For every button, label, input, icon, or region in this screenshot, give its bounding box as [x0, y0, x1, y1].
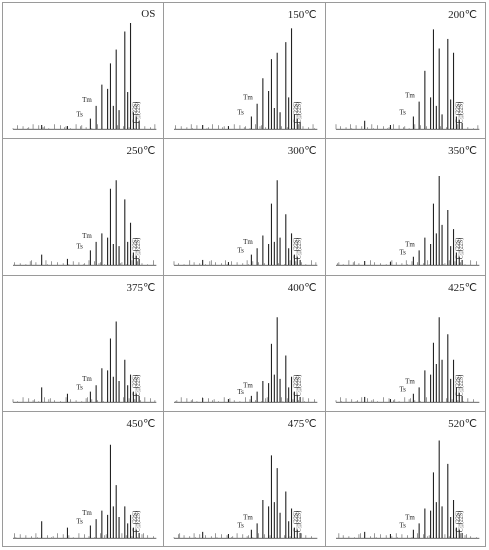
chromatogram-panel: 300℃ Tm Ts C₂₉(22S) C₃₀(22S): [163, 138, 326, 276]
c30-22s-peak-label: C₃₀(22S): [296, 374, 303, 395]
chromatogram-panel: 475℃ Tm Ts C₂₉(22S) C₃₀(22S): [163, 410, 326, 547]
ts-peak-label: Ts: [238, 387, 245, 395]
ts-peak-label: Ts: [399, 108, 406, 116]
tm-peak-label: Tm: [243, 94, 253, 102]
panel-temperature-label: 450℃: [126, 417, 156, 430]
tm-peak-label: Tm: [82, 96, 92, 104]
tm-peak-label: Tm: [405, 241, 415, 249]
ts-peak-label: Ts: [399, 249, 406, 257]
tm-peak-label: Tm: [405, 513, 415, 521]
ts-peak-label: Ts: [238, 108, 245, 116]
ts-peak-label: Ts: [238, 521, 245, 529]
panel-temperature-label: 425℃: [448, 281, 477, 294]
chromatogram-panel: 400℃ Tm Ts C₂₉(22S) C₃₀(22S): [163, 274, 326, 412]
ts-peak-label: Ts: [76, 517, 83, 525]
c29-22s-peak-label: C₂₉(22S): [132, 511, 139, 532]
c30-22s-peak-label: C₃₀(22S): [296, 238, 303, 259]
c29-22s-peak-label: C₂₉(22S): [132, 238, 139, 259]
chromatogram-panel: 450℃ Tm Ts C₂₉(22S) C₃₀(22S): [2, 410, 165, 547]
chromatogram-panel: 150℃ Tm Ts C₂₉(22S) C₃₀(22S): [163, 2, 326, 140]
panel-temperature-label: 375℃: [126, 281, 156, 294]
panel-temperature-label: 475℃: [287, 417, 317, 430]
c30-22s-peak-label: C₃₀(22S): [134, 102, 141, 123]
c30-22s-peak-label: C₃₀(22S): [134, 374, 141, 395]
c30-22s-peak-label: C₃₀(22S): [134, 511, 141, 532]
tm-peak-label: Tm: [405, 377, 415, 385]
c30-22s-peak-label: C₃₀(22S): [457, 102, 464, 123]
ts-peak-label: Ts: [76, 383, 83, 391]
c29-22s-peak-label: C₂₉(22S): [293, 511, 300, 532]
c30-22s-peak-label: C₃₀(22S): [296, 511, 303, 532]
tm-peak-label: Tm: [405, 92, 415, 100]
panel-temperature-label: 520℃: [448, 417, 477, 430]
c30-22s-peak-label: C₃₀(22S): [457, 374, 464, 395]
c29-22s-peak-label: C₂₉(22S): [454, 102, 461, 123]
c29-22s-peak-label: C₂₉(22S): [454, 238, 461, 259]
chromatogram-plot: Tm Ts C₂₉(22S)C₃₀(22S): [12, 23, 157, 130]
ts-peak-label: Ts: [76, 243, 83, 251]
c29-22s-peak-label: C₂₉(22S): [293, 238, 300, 259]
c29-22s-peak-label: C₂₉(22S): [454, 511, 461, 532]
chromatogram-plot: Tm Ts C₂₉(22S)C₃₀(22S): [174, 28, 318, 130]
panel-temperature-label: 200℃: [448, 9, 477, 21]
ts-peak-label: Ts: [238, 247, 245, 255]
chromatogram-plot: Tm Ts C₂₉(22S)C₃₀(22S): [335, 29, 479, 130]
tm-peak-label: Tm: [82, 375, 92, 383]
panel-temperature-label: 400℃: [287, 281, 317, 294]
c30-22s-peak-label: C₃₀(22S): [134, 238, 141, 259]
c29-22s-peak-label: C₂₉(22S): [454, 374, 461, 395]
tm-peak-label: Tm: [82, 232, 92, 240]
c30-22s-peak-label: C₃₀(22S): [457, 511, 464, 532]
tm-peak-label: Tm: [243, 238, 253, 246]
panel-temperature-label: 250℃: [126, 145, 156, 158]
tm-peak-label: Tm: [243, 381, 253, 389]
tm-peak-label: Tm: [82, 509, 92, 517]
ts-peak-label: Ts: [399, 385, 406, 393]
chromatogram-panel: 375℃ Tm Ts C₂₉(22S) C₃₀(22S): [2, 274, 165, 412]
chromatogram-panel: OS Tm Ts C₂₉(22S) C₃₀(22S): [2, 2, 165, 140]
panel-temperature-label: OS: [141, 8, 156, 20]
c30-22s-peak-label: C₃₀(22S): [457, 238, 464, 259]
panel-temperature-label: 350℃: [448, 145, 477, 158]
c30-22s-peak-label: C₃₀(22S): [296, 102, 303, 123]
c29-22s-peak-label: C₂₉(22S): [293, 374, 300, 395]
chromatogram-panel: 250℃ Tm Ts C₂₉(22S) C₃₀(22S): [2, 138, 165, 276]
c29-22s-peak-label: C₂₉(22S): [132, 374, 139, 395]
chromatogram-panel: 200℃ Tm Ts C₂₉(22S) C₃₀(22S): [324, 2, 486, 140]
panel-temperature-label: 150℃: [287, 9, 317, 21]
c29-22s-peak-label: C₂₉(22S): [132, 102, 139, 123]
tm-peak-label: Tm: [243, 513, 253, 521]
chromatogram-plot: Tm Ts C₂₉(22S)C₃₀(22S): [12, 180, 157, 266]
chromatogram-panel: 520℃ Tm Ts C₂₉(22S) C₃₀(22S): [324, 410, 486, 547]
ts-peak-label: Ts: [76, 111, 83, 119]
panel-temperature-label: 300℃: [287, 145, 317, 158]
chromatogram-panel: 425℃ Tm Ts C₂₉(22S) C₃₀(22S): [324, 274, 486, 412]
chromatogram-panel: 350℃ Tm Ts C₂₉(22S) C₃₀(22S): [324, 138, 486, 276]
ts-peak-label: Ts: [399, 521, 406, 529]
c29-22s-peak-label: C₂₉(22S): [293, 102, 300, 123]
